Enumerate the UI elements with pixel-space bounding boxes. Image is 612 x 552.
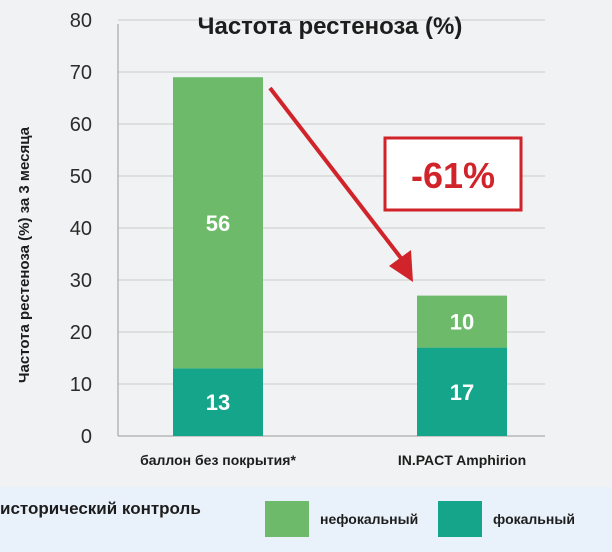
y-axis-label: Частота рестеноза (%) за 3 месяца bbox=[16, 126, 33, 383]
y-tick-label: 80 bbox=[70, 10, 92, 32]
data-label: 17 bbox=[450, 380, 474, 405]
y-tick-label: 50 bbox=[70, 166, 92, 188]
data-label: 13 bbox=[206, 390, 230, 415]
reduction-arrow-head bbox=[389, 250, 413, 282]
legend: исторический контроль нефокальный фокаль… bbox=[0, 487, 612, 552]
bar-segment bbox=[173, 368, 263, 436]
legend-label-nonfocal: нефокальный bbox=[320, 511, 419, 527]
y-tick-label: 40 bbox=[70, 218, 92, 240]
y-tick-label: 0 bbox=[81, 426, 92, 448]
legend-title: исторический контроль bbox=[0, 499, 201, 518]
legend-swatch-focal bbox=[438, 501, 482, 537]
y-tick-label: 20 bbox=[70, 322, 92, 344]
chart-title: Частота рестеноза (%) bbox=[198, 13, 463, 40]
category-label-balloon: баллон без покрытия* bbox=[140, 452, 296, 468]
y-tick-label: 10 bbox=[70, 374, 92, 396]
data-label: 10 bbox=[450, 310, 474, 335]
legend-label-focal: фокальный bbox=[493, 511, 575, 527]
y-tick-labels: 0 10 20 30 40 50 60 70 80 bbox=[70, 10, 92, 448]
reduction-callout-text: -61% bbox=[411, 155, 495, 196]
y-tick-label: 60 bbox=[70, 114, 92, 136]
data-labels: 13 56 17 10 bbox=[206, 211, 474, 415]
bar-segment bbox=[173, 77, 263, 369]
bar-segment bbox=[417, 347, 507, 436]
y-tick-label: 70 bbox=[70, 62, 92, 84]
category-label-inpact: IN.PACT Amphirion bbox=[398, 452, 526, 468]
data-label: 56 bbox=[206, 211, 230, 236]
y-tick-label: 30 bbox=[70, 270, 92, 292]
bars bbox=[173, 77, 507, 436]
reduction-arrow-line bbox=[268, 86, 406, 264]
restenosis-chart: 0 10 20 30 40 50 60 70 80 13 56 17 10 Частота ресте… bbox=[16, 10, 545, 468]
legend-swatch-nonfocal bbox=[265, 501, 309, 537]
reduction-callout-box bbox=[383, 136, 523, 212]
bar-segment bbox=[417, 295, 507, 348]
